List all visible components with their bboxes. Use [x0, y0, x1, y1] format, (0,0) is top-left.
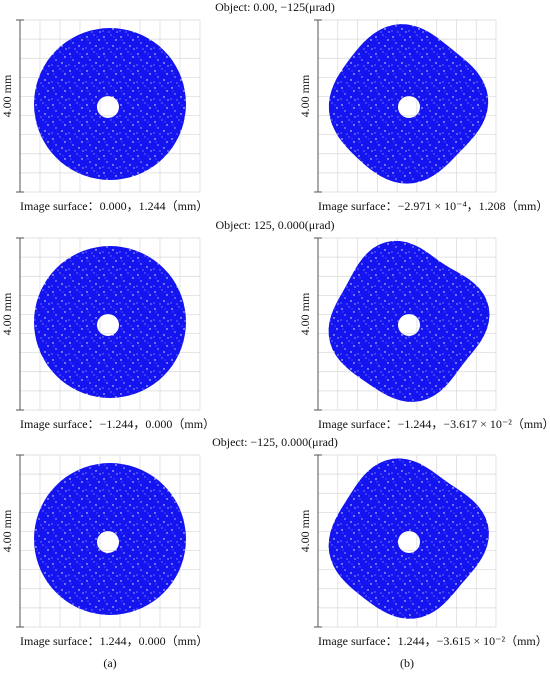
spot	[328, 24, 489, 184]
spot	[34, 28, 186, 180]
spot	[34, 246, 186, 398]
caption: Image surface：−1.244，0.000（mm）	[20, 417, 215, 431]
spot	[328, 240, 490, 402]
spot-diagram	[314, 237, 497, 411]
y-axis-label: 4.00 mm	[298, 292, 312, 335]
object-label: Object: −125, 0.000(μrad)	[212, 435, 338, 449]
column-label: (b)	[400, 656, 414, 670]
spot-diagram	[314, 19, 497, 193]
y-axis-label: 4.00 mm	[298, 509, 312, 552]
y-axis-label: 4.00 mm	[0, 292, 14, 335]
spot	[34, 463, 186, 615]
caption: Image surface：0.000，1.244（mm）	[20, 199, 208, 213]
caption: Image surface：−2.971 × 10⁻⁴，1.208（mm）	[318, 199, 548, 213]
object-label: Object: 0.00, −125(μrad)	[215, 0, 335, 14]
spot-diagram	[16, 237, 201, 411]
y-axis-label: 4.00 mm	[0, 509, 14, 552]
column-label: (a)	[103, 656, 116, 670]
caption: Image surface：1.244，−3.615 × 10⁻²（mm）	[318, 634, 548, 648]
spot-diagram	[16, 454, 201, 628]
spot-diagram	[314, 454, 497, 628]
spot	[328, 458, 489, 619]
object-label: Object: 125, 0.000(μrad)	[215, 218, 334, 232]
y-axis-label: 4.00 mm	[0, 74, 14, 117]
spot-diagram	[16, 19, 201, 193]
caption: Image surface：1.244，0.000（mm）	[20, 634, 208, 648]
caption: Image surface：−1.244，−3.617 × 10⁻²（mm）	[318, 417, 550, 431]
y-axis-label: 4.00 mm	[298, 74, 312, 117]
